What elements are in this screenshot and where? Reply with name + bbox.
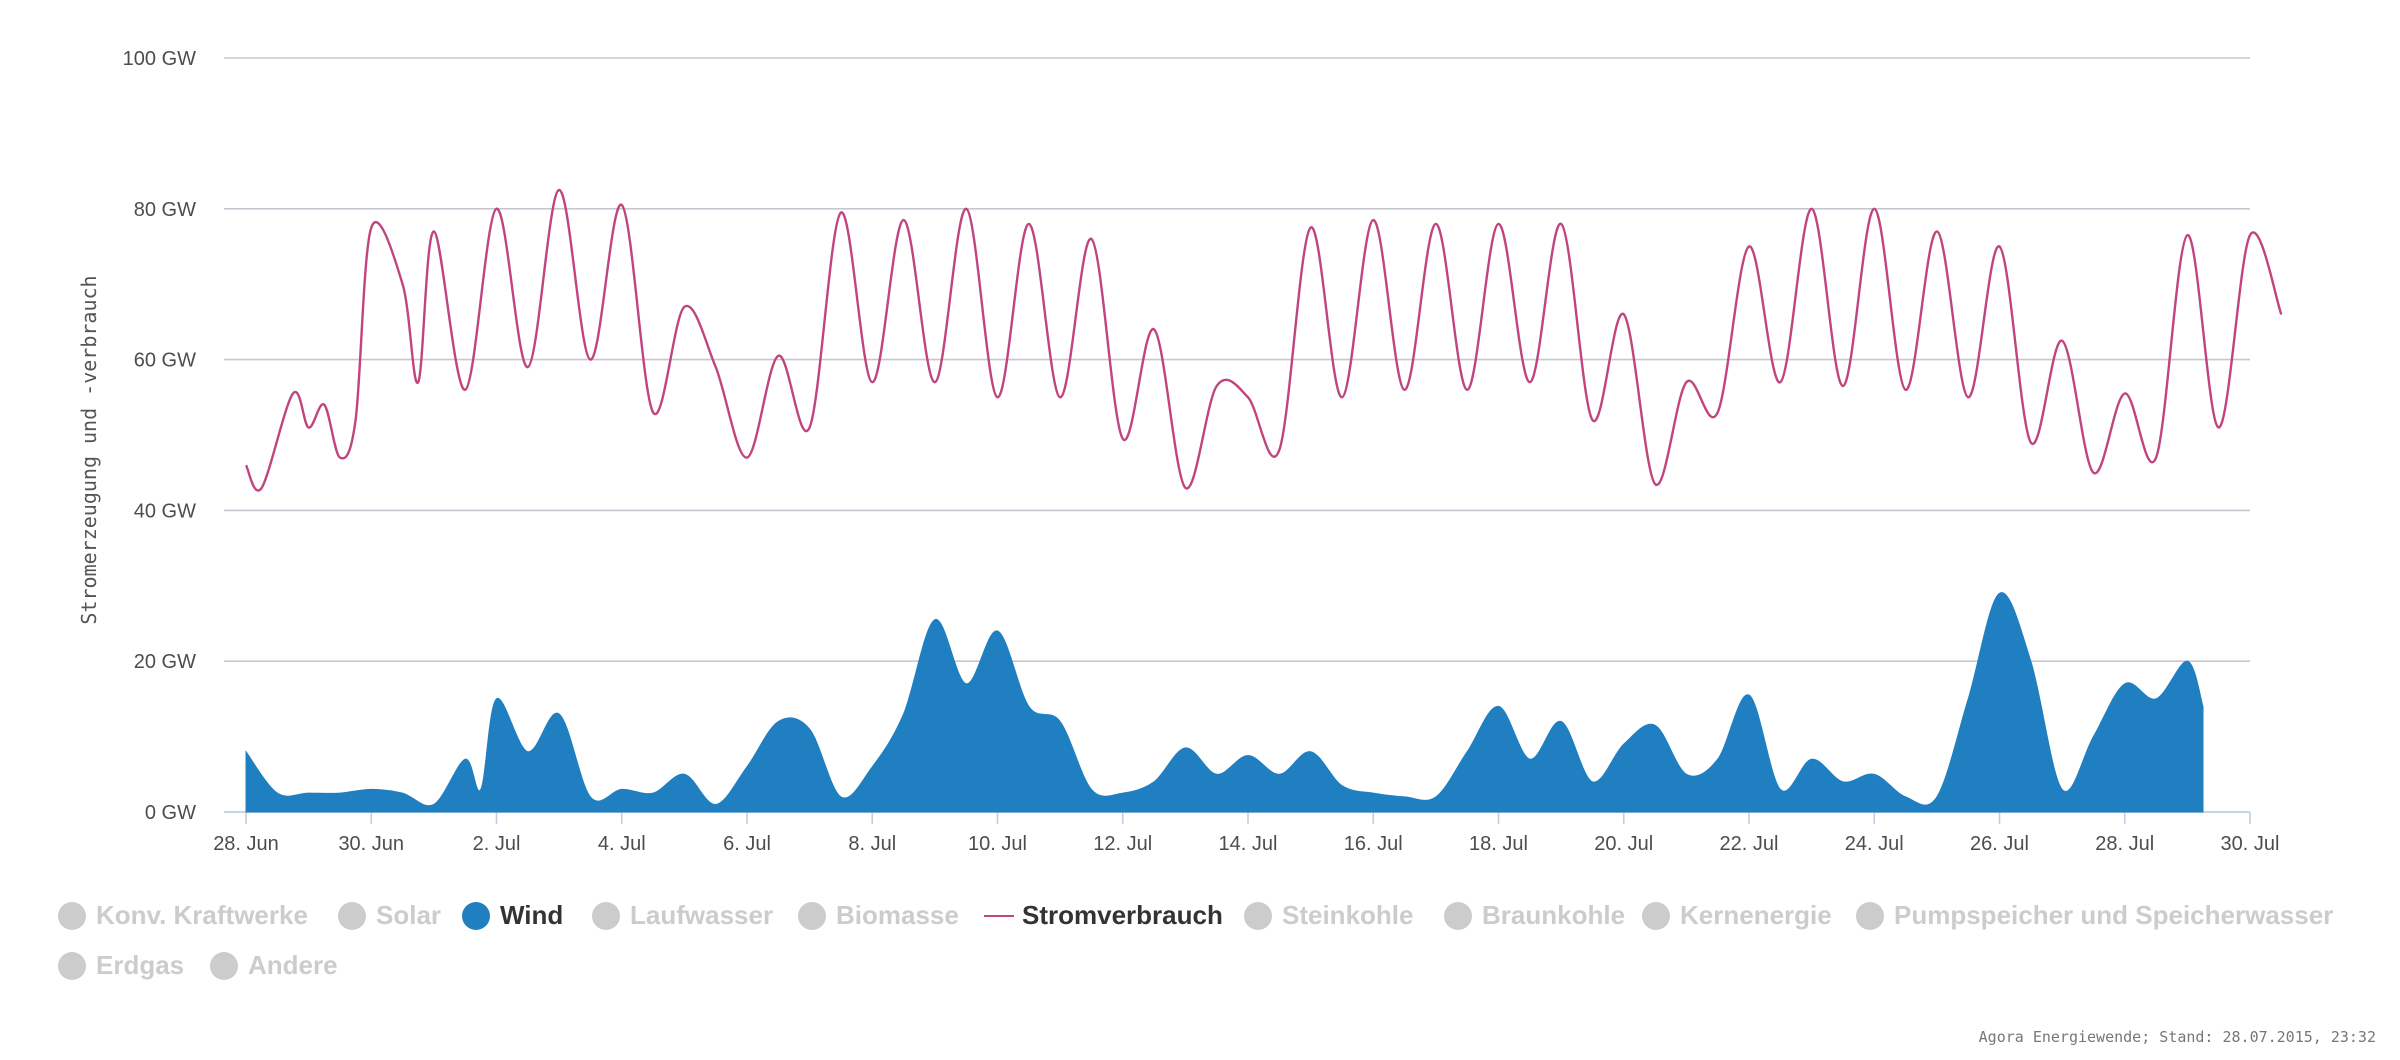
- y-tick-label: 100 GW: [123, 48, 196, 70]
- legend-circle-icon: [338, 901, 366, 930]
- series-layer: [244, 188, 2283, 813]
- grid-lines: [224, 57, 2250, 813]
- x-tick-label: 28. Jun: [213, 833, 279, 855]
- legend-label: Pumpspeicher und Speicherwasser: [1894, 900, 2334, 930]
- y-tick-label: 20 GW: [134, 651, 196, 673]
- x-tick-label: 22. Jul: [1720, 833, 1779, 855]
- x-tick-label: 26. Jul: [1970, 833, 2029, 855]
- legend-label: Solar: [376, 900, 442, 930]
- legend-item-braunkohle[interactable]: Braunkohle: [1444, 900, 1625, 931]
- legend-circle-icon: [1444, 901, 1472, 930]
- legend-label: Erdgas: [96, 950, 185, 980]
- x-tick-label: 2. Jul: [473, 833, 521, 855]
- legend-item-stromverbrauch[interactable]: Stromverbrauch: [984, 900, 1223, 931]
- energy-chart: 0 GW 20 GW 40 GW 60 GW 80 GW 100 GW 28. Jun 30…: [77, 48, 2283, 855]
- legend-circle-icon: [58, 951, 86, 980]
- legend-circle-icon: [1856, 901, 1884, 930]
- legend-item-pumpspeicher-und-speicherwasser[interactable]: Pumpspeicher und Speicherwasser: [1856, 900, 2333, 931]
- series-wind: [245, 592, 2204, 813]
- legend-label: Laufwasser: [630, 900, 774, 930]
- legend-circle-icon: [1244, 901, 1272, 930]
- y-axis-title: Stromerzeugung und -verbrauch: [77, 275, 101, 624]
- legend-circle-icon: [1642, 901, 1670, 930]
- credits: Agora Energiewende; Stand: 28.07.2015, 2…: [1978, 1028, 2376, 1046]
- x-tick-label: 16. Jul: [1344, 833, 1403, 855]
- legend-label: Wind: [500, 900, 564, 930]
- x-tick-label: 12. Jul: [1093, 833, 1152, 855]
- x-tick-label: 28. Jul: [2095, 833, 2154, 855]
- x-tick-label: 6. Jul: [723, 833, 771, 855]
- legend-label: Stromverbrauch: [1022, 900, 1223, 930]
- y-tick-label: 40 GW: [134, 500, 196, 522]
- legend-item-andere[interactable]: Andere: [210, 950, 338, 981]
- legend-circle-icon: [58, 901, 86, 930]
- legend-label: Andere: [248, 950, 338, 980]
- legend-item-kernenergie[interactable]: Kernenergie: [1642, 900, 1832, 931]
- legend-circle-icon: [462, 901, 490, 930]
- legend-circle-icon: [798, 901, 826, 930]
- legend-circle-icon: [210, 951, 238, 980]
- legend-item-steinkohle[interactable]: Steinkohle: [1244, 900, 1413, 931]
- y-tick-label: 0 GW: [145, 802, 196, 824]
- y-tick-label: 60 GW: [134, 350, 196, 372]
- legend-label: Braunkohle: [1482, 900, 1626, 930]
- y-tick-label: 80 GW: [134, 199, 196, 221]
- x-tick-label: 20. Jul: [1594, 833, 1653, 855]
- legend-item-laufwasser[interactable]: Laufwasser: [592, 900, 773, 931]
- x-tick-label: 24. Jul: [1845, 833, 1904, 855]
- legend-label: Steinkohle: [1282, 900, 1414, 930]
- x-tick-label: 18. Jul: [1469, 833, 1528, 855]
- x-tick-label: 14. Jul: [1219, 833, 1278, 855]
- series-stromverbrauch: [244, 188, 2283, 492]
- y-axis-ticks: 0 GW 20 GW 40 GW 60 GW 80 GW 100 GW: [123, 48, 196, 824]
- x-tick-label: 4. Jul: [598, 833, 646, 855]
- legend-item-erdgas[interactable]: Erdgas: [58, 950, 184, 981]
- legend-label: Biomasse: [836, 900, 959, 930]
- x-axis: 28. Jun 30. Jun 2. Jul 4. Jul 6. Jul 8. Jul 10…: [213, 811, 2280, 855]
- legend-item-solar[interactable]: Solar: [338, 900, 441, 931]
- x-tick-label: 10. Jul: [968, 833, 1027, 855]
- x-tick-label: 8. Jul: [848, 833, 896, 855]
- x-tick-label: 30. Jun: [338, 833, 404, 855]
- legend-item-biomasse[interactable]: Biomasse: [798, 900, 959, 931]
- legend-item-wind[interactable]: Wind: [462, 900, 563, 931]
- x-tick-label: 30. Jul: [2221, 833, 2280, 855]
- legend-line-icon: [984, 914, 1014, 917]
- legend-item-konv-kraftwerke[interactable]: Konv. Kraftwerke: [58, 900, 308, 931]
- legend-circle-icon: [592, 901, 620, 930]
- legend-label: Kernenergie: [1680, 900, 1832, 930]
- legend-label: Konv. Kraftwerke: [96, 900, 308, 930]
